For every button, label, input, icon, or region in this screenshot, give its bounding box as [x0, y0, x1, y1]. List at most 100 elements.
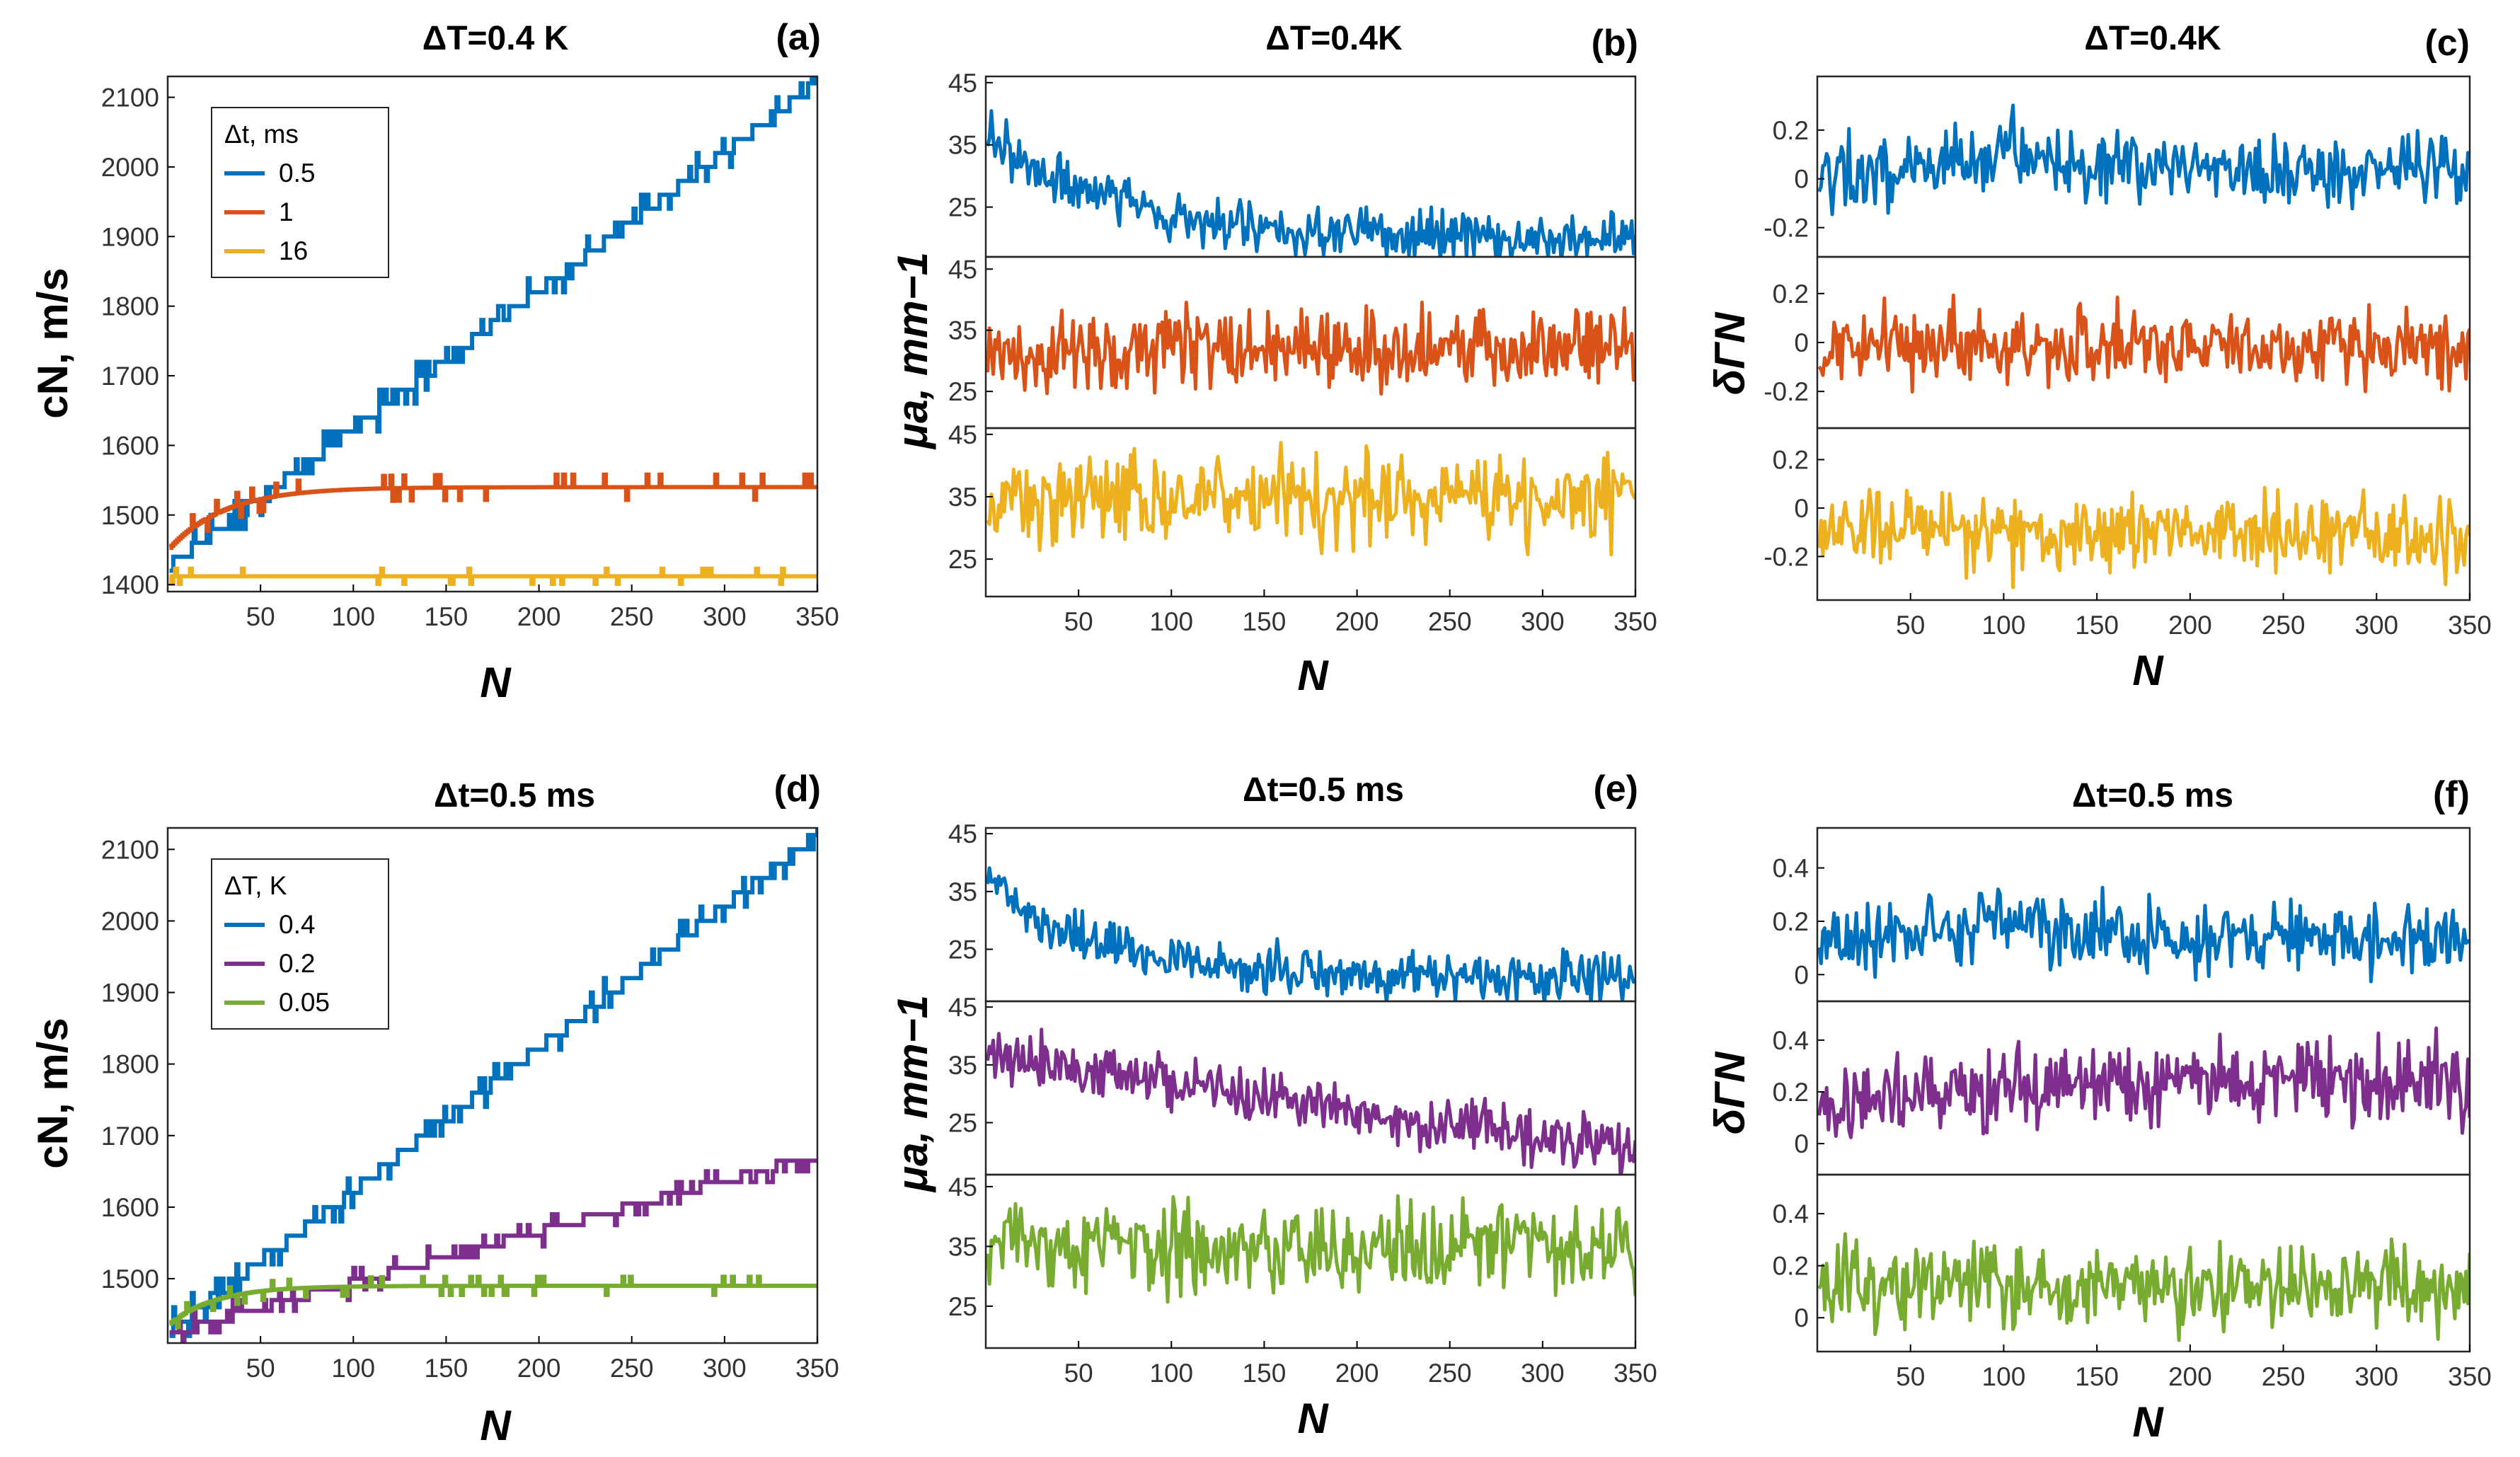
series-b-2 [986, 441, 1635, 557]
panel-label-a: (a) [776, 17, 821, 58]
title-d: Δt=0.5 ms [434, 777, 595, 814]
axes-box-b-2 [984, 427, 1637, 598]
panel-label-c: (c) [2424, 23, 2470, 64]
xtick-label-f-50: 50 [1896, 1362, 1925, 1391]
xlabel-c: N [2132, 647, 2164, 694]
xtick-label-a-50: 50 [246, 602, 275, 631]
xlabel-e: N [1297, 1395, 1329, 1442]
xtick-label-c-50: 50 [1896, 611, 1925, 640]
ytick-label-b-1-25: 25 [948, 377, 977, 406]
series-d-0.05 [169, 1274, 817, 1330]
xlabel-a: N [480, 659, 512, 706]
ytick-label-b-0-25: 25 [948, 193, 977, 222]
ytick-label-e-1-25: 25 [948, 1109, 977, 1138]
title-e: Δt=0.5 ms [1243, 771, 1404, 809]
panel-label-e: (e) [1593, 768, 1638, 810]
series-d-0.2 [169, 1158, 817, 1343]
ylabel-d: cN, m/s [29, 1018, 76, 1168]
xtick-label-c-250: 250 [2262, 611, 2306, 640]
ytick-label-d-2000: 2000 [101, 906, 159, 935]
ytick-label-c-0-0: 0 [1794, 165, 1809, 194]
ytick-label-e-2-35: 35 [948, 1232, 977, 1261]
ytick-label-b-1-45: 45 [948, 255, 977, 284]
ytick-label-b-0-45: 45 [948, 69, 977, 98]
ytick-label-c-0-0.2: 0.2 [1773, 116, 1809, 145]
xtick-label-e-200: 200 [1335, 1359, 1379, 1388]
title-c: ΔT=0.4K [2084, 20, 2221, 57]
ytick-label-c-1--0.2: -0.2 [1764, 377, 1809, 406]
legend-label-d-0.2: 0.2 [279, 949, 315, 978]
xtick-label-b-150: 150 [1243, 607, 1287, 636]
series-b-0 [986, 109, 1635, 257]
ytick-label-a-1400: 1400 [101, 570, 159, 599]
panel-c: -0.2 0 0.2 -0.2 0 0.2 -0.2 0 0.2 [1764, 75, 2471, 601]
ytick-label-c-1-0.2: 0.2 [1773, 280, 1809, 309]
xtick-label-f-300: 300 [2354, 1362, 2398, 1391]
panel-label-d: (d) [774, 768, 821, 810]
ytick-label-f-0-0.4: 0.4 [1773, 854, 1809, 883]
ytick-label-f-2-0: 0 [1794, 1303, 1809, 1332]
xtick-label-e-100: 100 [1149, 1359, 1193, 1388]
panel-b: 25 35 45 25 35 45 25 35 45 [948, 69, 1637, 598]
ytick-label-e-0-35: 35 [948, 877, 977, 906]
xtick-label-e-300: 300 [1521, 1359, 1565, 1388]
ytick-label-e-2-25: 25 [948, 1292, 977, 1321]
xtick-label-c-100: 100 [1982, 611, 2026, 640]
xlabel-b: N [1297, 652, 1329, 699]
ytick-label-e-1-35: 35 [948, 1051, 977, 1080]
xlabel-d: N [480, 1402, 512, 1449]
ylabel-f: δΓN [1706, 1051, 1754, 1134]
xtick-label-b-100: 100 [1149, 607, 1193, 636]
xtick-label-f-150: 150 [2075, 1362, 2119, 1391]
series-c-1 [1817, 293, 2470, 394]
ytick-label-e-1-45: 45 [948, 993, 977, 1022]
ylabel-a: cN, m/s [29, 267, 76, 418]
legend-title-a: Δt, ms [224, 120, 299, 149]
xtick-label-d-200: 200 [517, 1354, 561, 1383]
xtick-label-f-350: 350 [2448, 1362, 2492, 1391]
ylabel-c: δΓN [1706, 311, 1754, 395]
series-f-1 [1817, 1026, 2470, 1139]
xtick-label-d-300: 300 [703, 1354, 747, 1383]
ytick-label-c-2-0: 0 [1794, 494, 1809, 523]
ytick-label-f-0-0: 0 [1794, 960, 1809, 989]
xtick-label-f-100: 100 [1982, 1362, 2026, 1391]
ytick-label-b-2-25: 25 [948, 545, 977, 574]
axes-box-f-2 [1816, 1173, 2471, 1353]
panel-e: 25 35 45 25 35 45 25 35 45 [948, 819, 1637, 1349]
series-d-0.4 [169, 828, 817, 1338]
ytick-label-f-1-0.4: 0.4 [1773, 1026, 1809, 1055]
series-e-0 [986, 866, 1635, 1001]
ytick-label-e-2-45: 45 [948, 1173, 977, 1202]
legend-title-d: ΔT, K [224, 871, 287, 900]
legend-label-a-0.5: 0.5 [279, 159, 315, 188]
xtick-label-b-300: 300 [1521, 607, 1565, 636]
panel-f: 0 0.2 0.4 0 0.2 0.4 0 0.2 0.4 [1773, 827, 2471, 1353]
xtick-label-a-150: 150 [425, 602, 468, 631]
legend-label-a-1: 1 [279, 197, 294, 226]
ytick-label-a-1800: 1800 [101, 292, 159, 321]
ytick-label-f-0-0.2: 0.2 [1773, 907, 1809, 936]
xtick-label-e-250: 250 [1428, 1359, 1472, 1388]
xtick-label-b-200: 200 [1335, 607, 1379, 636]
xtick-label-c-200: 200 [2168, 611, 2212, 640]
xtick-label-d-350: 350 [795, 1354, 839, 1383]
ytick-label-d-1800: 1800 [101, 1050, 159, 1079]
ytick-label-d-1700: 1700 [101, 1122, 159, 1151]
ytick-label-d-1600: 1600 [101, 1193, 159, 1222]
xtick-label-a-100: 100 [331, 602, 375, 631]
panel-label-b: (b) [1592, 23, 1638, 64]
series-e-1 [986, 1027, 1635, 1175]
xtick-label-c-150: 150 [2075, 611, 2119, 640]
ytick-label-a-1500: 1500 [101, 501, 159, 530]
series-e-2 [986, 1194, 1635, 1304]
xtick-label-a-300: 300 [703, 602, 747, 631]
series-b-1 [986, 300, 1635, 396]
ytick-label-b-2-45: 45 [948, 420, 977, 449]
ytick-label-e-0-25: 25 [948, 935, 977, 964]
title-b: ΔT=0.4K [1265, 20, 1403, 57]
xtick-label-e-50: 50 [1064, 1359, 1093, 1388]
axes-box-e-2 [984, 1173, 1637, 1349]
ytick-label-d-1900: 1900 [101, 979, 159, 1008]
